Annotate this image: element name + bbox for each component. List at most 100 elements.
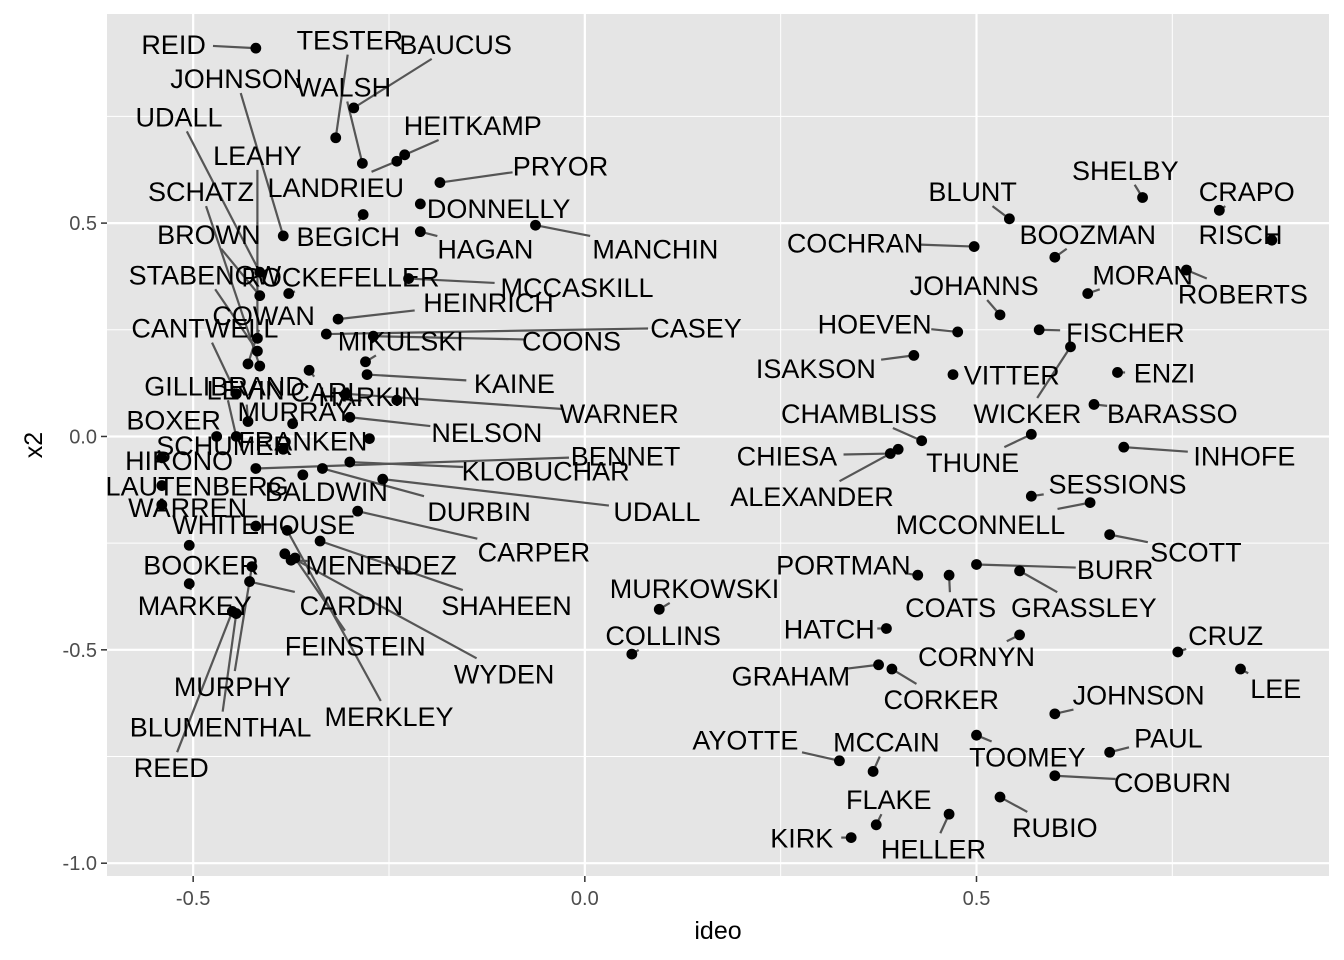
data-point xyxy=(332,313,344,325)
data-point xyxy=(320,328,332,340)
data-point xyxy=(1088,399,1100,410)
data-point xyxy=(912,569,924,581)
point-label: PRYOR xyxy=(513,151,609,181)
point-label: HARKIN xyxy=(318,382,420,412)
data-point xyxy=(250,463,262,474)
label-connector xyxy=(334,54,349,138)
data-point xyxy=(1118,441,1130,453)
data-point xyxy=(330,132,342,144)
data-point xyxy=(391,155,403,167)
label-connectors xyxy=(176,44,1249,839)
point-label: RISCH xyxy=(1198,220,1282,250)
data-point xyxy=(1082,288,1094,299)
point-label: COATS xyxy=(905,593,996,623)
x-tick-label: 0.0 xyxy=(571,888,599,910)
point-label: SESSIONS xyxy=(1048,469,1186,499)
data-point xyxy=(156,499,168,511)
data-point xyxy=(968,241,980,252)
label-connector xyxy=(319,539,464,592)
data-point xyxy=(1084,497,1096,509)
data-point xyxy=(340,388,352,400)
label-connector xyxy=(349,460,464,469)
y-tick-label: -1.0 xyxy=(63,853,97,875)
point-label: WICKER xyxy=(973,399,1081,429)
label-connector xyxy=(801,751,840,762)
point-label: BAUCUS xyxy=(399,30,512,60)
data-point xyxy=(414,226,426,238)
point-label: BARASSO xyxy=(1107,399,1238,429)
point-label: CRAPO xyxy=(1199,177,1295,207)
data-point xyxy=(530,219,541,231)
label-connector xyxy=(239,92,285,237)
point-label: HATCH xyxy=(784,614,875,644)
data-point xyxy=(287,418,299,430)
data-point xyxy=(360,356,371,368)
data-point xyxy=(1235,663,1246,675)
point-label: DONNELLY xyxy=(427,194,571,224)
data-point xyxy=(242,358,254,370)
point-label: BROWN xyxy=(157,220,261,250)
point-label: CHIESA xyxy=(737,442,838,472)
point-label: LEE xyxy=(1250,674,1301,704)
label-connector xyxy=(226,400,238,437)
data-point xyxy=(250,42,262,54)
data-point xyxy=(252,332,263,344)
x-tick-label: 0.5 xyxy=(963,888,991,910)
point-label: SHELBY xyxy=(1072,156,1179,186)
point-label: LEVIN xyxy=(207,376,285,406)
data-point xyxy=(908,349,920,361)
data-point xyxy=(230,431,242,442)
point-label: COONS xyxy=(522,326,621,356)
point-label: HAGAN xyxy=(437,235,533,265)
data-point xyxy=(1181,264,1192,276)
data-point xyxy=(1004,213,1015,225)
point-label: CORNYN xyxy=(918,642,1035,672)
data-point xyxy=(1049,708,1061,720)
data-point xyxy=(414,198,426,210)
point-label: LANDRIEU xyxy=(267,173,404,203)
point-label: GILLIBRAND xyxy=(144,371,305,401)
point-label: WHITEHOUSE xyxy=(172,510,355,540)
point-label: CASEY xyxy=(650,314,742,344)
label-connector xyxy=(353,57,433,109)
point-label: TESTER xyxy=(297,26,404,56)
label-connector xyxy=(284,552,478,660)
point-label: LAUTENBERG xyxy=(106,472,289,502)
point-label: MERKLEY xyxy=(324,702,453,732)
label-connector xyxy=(1109,533,1149,544)
point-label: BOOZMAN xyxy=(1019,220,1156,250)
point-label: FEINSTEIN xyxy=(285,632,426,662)
data-point xyxy=(873,659,884,671)
data-point xyxy=(303,364,315,376)
label-connector xyxy=(404,138,440,156)
point-label: MCCAIN xyxy=(833,728,940,758)
point-label: AYOTTE xyxy=(692,725,798,755)
data-point xyxy=(281,524,293,536)
grid-major xyxy=(107,14,1329,876)
point-label: BALDWIN xyxy=(265,477,388,507)
data-point xyxy=(399,149,411,161)
point-label: SCOTT xyxy=(1150,538,1242,568)
data-point xyxy=(183,578,195,590)
point-label: CANTWELL xyxy=(131,314,278,344)
data-point xyxy=(971,729,982,741)
data-point xyxy=(943,808,955,820)
label-connector xyxy=(286,529,382,702)
label-connector xyxy=(249,580,296,594)
label-connector xyxy=(326,327,649,336)
label-connector xyxy=(357,510,478,540)
point-label: MCCASKILL xyxy=(500,273,653,303)
point-label: TOOMEY xyxy=(969,743,1086,773)
point-label: FRANKEN xyxy=(238,427,367,457)
point-label: MORAN xyxy=(1092,260,1193,290)
label-connector xyxy=(345,392,563,411)
y-tick-label: -0.5 xyxy=(63,640,97,662)
grid-minor xyxy=(107,14,1329,876)
data-point xyxy=(845,832,857,843)
y-axis-title: x2 xyxy=(20,432,48,458)
data-point xyxy=(1172,646,1184,658)
point-label: MURRAY xyxy=(237,397,352,427)
data-point xyxy=(1025,428,1037,440)
data-points xyxy=(156,42,1278,843)
point-label: BOOKER xyxy=(143,550,259,580)
